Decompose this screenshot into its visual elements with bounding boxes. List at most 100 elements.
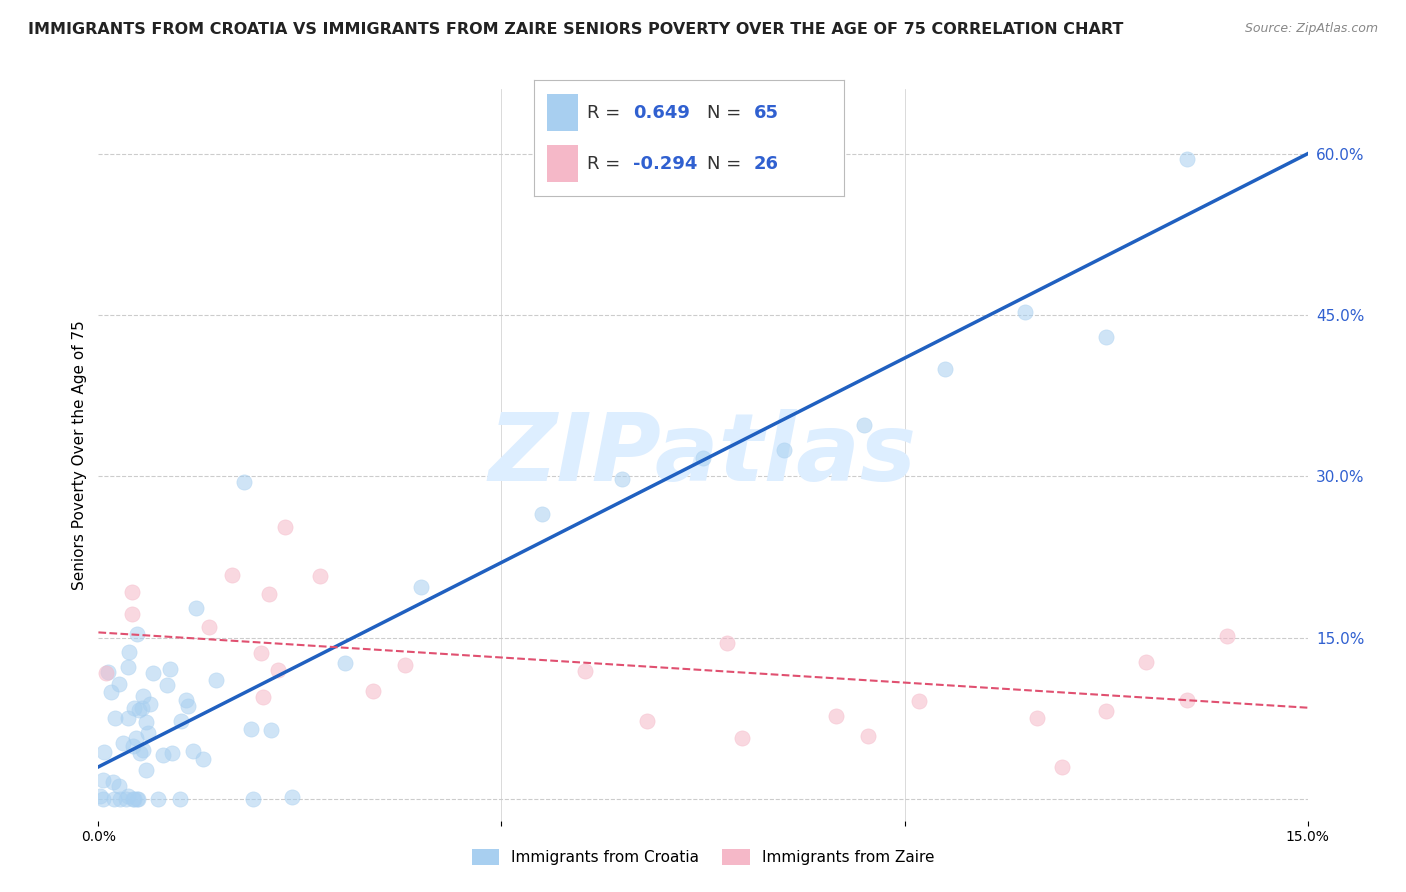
Point [530,507,553,521]
Text: 65: 65 [754,103,779,121]
Point [281,790,304,805]
Point [181,744,204,758]
Legend: Immigrants from Croatia, Immigrants from Zaire: Immigrants from Croatia, Immigrants from… [465,843,941,871]
Point [122,792,145,806]
Point [221,567,243,582]
Text: -0.294: -0.294 [633,155,697,173]
Point [115,792,138,806]
Point [127,626,149,640]
Point [250,646,273,660]
Point [169,792,191,806]
Point [1050,760,1073,774]
Point [156,678,179,692]
Point [409,580,432,594]
Point [242,792,264,806]
Point [127,792,149,806]
Point [1175,152,1198,166]
Point [333,656,356,670]
Point [574,665,596,679]
Bar [547,145,578,182]
Point [121,584,143,599]
Point [132,743,155,757]
Point [111,735,134,749]
Point [198,619,221,633]
Point [257,587,280,601]
Point [361,683,384,698]
Point [103,774,125,789]
Point [110,792,132,806]
Text: R =: R = [586,155,626,173]
Point [193,752,215,766]
Point [136,726,159,740]
Point [174,693,197,707]
Point [160,746,183,760]
Point [103,792,125,806]
Point [177,699,200,714]
Text: Source: ZipAtlas.com: Source: ZipAtlas.com [1244,22,1378,36]
Point [91,792,114,806]
Point [121,607,143,621]
Point [100,685,122,699]
Point [716,636,738,650]
Point [274,520,297,534]
Point [107,677,129,691]
Point [121,739,143,753]
Point [117,711,139,725]
Point [146,792,169,806]
Point [825,709,848,723]
Point [117,789,139,803]
Point [1014,305,1036,319]
Point [1026,711,1049,725]
Point [856,729,879,743]
Bar [547,95,578,131]
Point [159,662,181,676]
Point [122,792,145,806]
Point [122,700,145,714]
Point [1216,629,1239,643]
Point [97,665,120,679]
Point [118,645,141,659]
Point [692,451,714,466]
Text: N =: N = [707,103,748,121]
Point [91,772,114,787]
Point [204,673,226,688]
Point [636,714,658,728]
Point [128,703,150,717]
Point [772,443,794,458]
Point [184,601,207,615]
Point [240,722,263,736]
Point [142,666,165,681]
Point [127,792,149,806]
Point [135,763,157,777]
Point [117,659,139,673]
Point [104,711,127,725]
Text: IMMIGRANTS FROM CROATIA VS IMMIGRANTS FROM ZAIRE SENIORS POVERTY OVER THE AGE OF: IMMIGRANTS FROM CROATIA VS IMMIGRANTS FR… [28,22,1123,37]
Point [1135,656,1157,670]
Text: 0.649: 0.649 [633,103,690,121]
Point [93,745,115,759]
Point [108,780,131,794]
Point [934,362,956,376]
Point [152,747,174,762]
Point [908,693,931,707]
Text: N =: N = [707,155,748,173]
Point [129,746,152,760]
Point [170,714,193,728]
Point [1175,693,1198,707]
Point [124,731,146,746]
Point [1095,705,1118,719]
Point [94,666,117,681]
Point [1095,330,1118,344]
Point [132,690,155,704]
Point [731,731,754,745]
Point [309,569,332,583]
Point [138,697,160,711]
Point [260,723,283,738]
Point [612,472,634,486]
Point [252,690,274,704]
Point [853,417,876,432]
Y-axis label: Seniors Poverty Over the Age of 75: Seniors Poverty Over the Age of 75 [72,320,87,590]
Point [135,714,157,729]
Text: 26: 26 [754,155,779,173]
Point [232,475,254,489]
